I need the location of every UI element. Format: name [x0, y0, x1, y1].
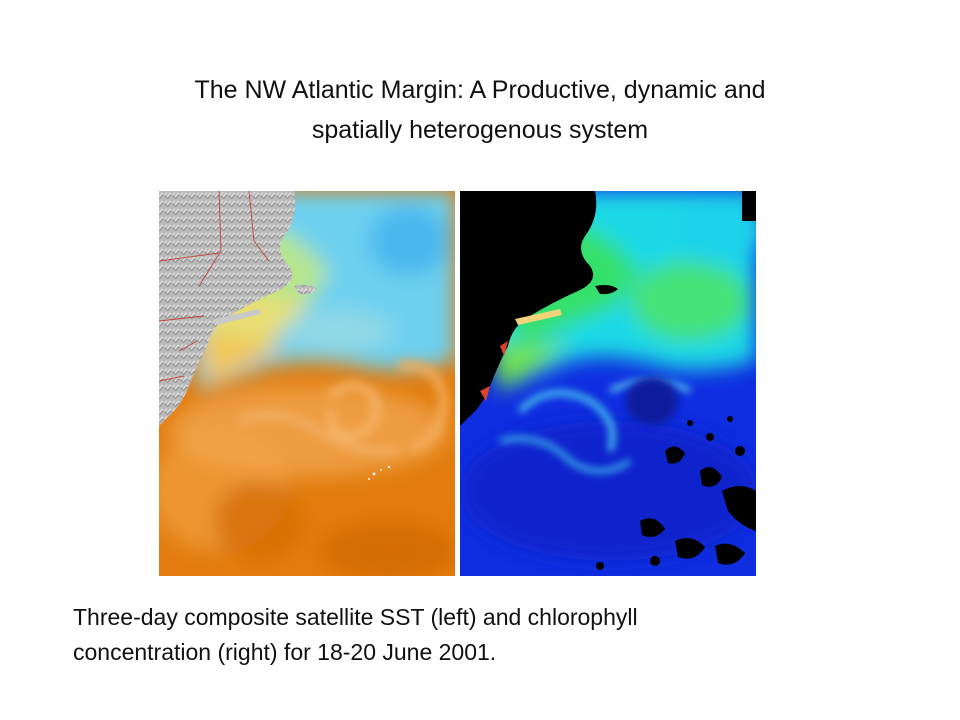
sst-satellite-image: [159, 191, 455, 576]
sst-map-graphic: [159, 191, 455, 576]
chlorophyll-map-graphic: [460, 191, 756, 576]
caption-line-2: concentration (right) for 18-20 June 200…: [73, 639, 497, 665]
caption-line-1: Three-day composite satellite SST (left)…: [73, 604, 638, 630]
slide-title: The NW Atlantic Margin: A Productive, dy…: [0, 70, 960, 150]
chlorophyll-satellite-image: [460, 191, 756, 576]
image-caption: Three-day composite satellite SST (left)…: [73, 600, 933, 670]
title-line-2: spatially heterogenous system: [311, 116, 649, 144]
title-line-1: The NW Atlantic Margin: A Productive, dy…: [194, 76, 766, 104]
